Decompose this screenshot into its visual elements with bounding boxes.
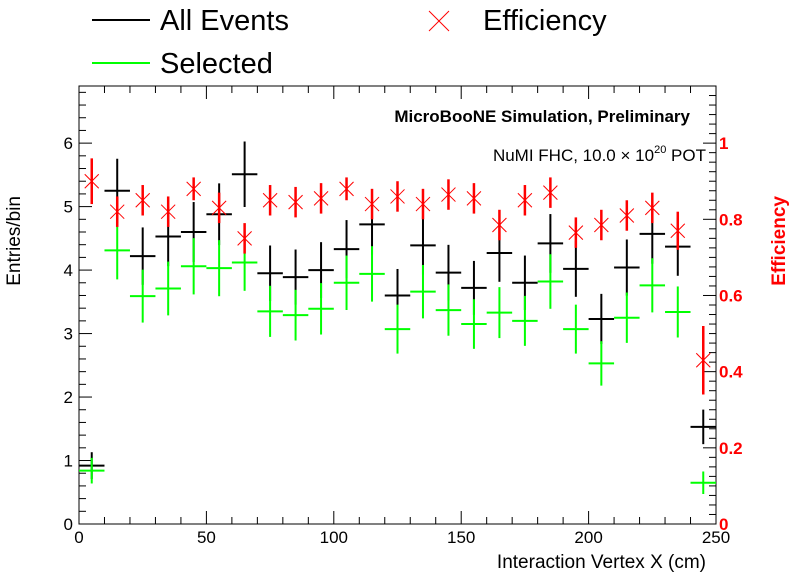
efficiency-point: [644, 192, 660, 224]
efficiency-point: [568, 217, 584, 248]
selected-point: [206, 240, 232, 297]
selected-point: [104, 221, 130, 280]
x-tick-label: 100: [320, 528, 348, 547]
efficiency-point: [619, 200, 635, 231]
y-tick-label: 3: [64, 325, 73, 344]
efficiency-point: [262, 185, 278, 216]
y-tick-label: 1: [64, 452, 73, 471]
efficiency-point: [288, 186, 303, 218]
legend-label-all-events: All Events: [160, 5, 289, 37]
selected-point: [384, 304, 411, 354]
efficiency-point: [186, 177, 202, 201]
selected-point: [257, 285, 283, 337]
y2-tick-label: 1: [719, 134, 728, 153]
efficiency-point: [364, 188, 380, 220]
selected-point: [563, 304, 589, 354]
selected-point: [512, 295, 538, 346]
selected-point: [410, 264, 436, 319]
annotation-pot: NuMI FHC, 10.0 × 1020 POT: [493, 144, 706, 165]
efficiency-point: [237, 223, 252, 254]
y-tick-label: 4: [64, 261, 73, 280]
all-events-point: [231, 141, 258, 208]
efficiency-point: [211, 192, 227, 224]
efficiency-point: [135, 185, 151, 216]
efficiency-point: [313, 183, 329, 214]
selected-point: [639, 258, 666, 313]
efficiency-point: [543, 177, 558, 208]
y-axis-title: Entries/bin: [4, 196, 25, 286]
efficiency-point: [441, 179, 456, 210]
x-tick-label: 200: [574, 528, 602, 547]
selected-point: [333, 255, 360, 311]
legend-swatch-efficiency: [428, 10, 450, 32]
selected-point: [588, 341, 615, 386]
efficiency-point: [492, 209, 507, 241]
efficiency-point: [160, 196, 176, 227]
legend-label-efficiency: Efficiency: [483, 5, 607, 37]
all-events-point: [588, 293, 615, 345]
selected-point: [282, 289, 309, 341]
efficiency-point: [339, 177, 354, 201]
selected-point: [614, 292, 640, 343]
selected-point: [690, 471, 716, 494]
selected-point: [537, 254, 564, 309]
y2-tick-label: 0.8: [719, 210, 743, 229]
y-tick-label: 5: [64, 198, 73, 217]
efficiency-point: [466, 183, 482, 214]
x-tick-label: 150: [447, 528, 475, 547]
efficiency-point: [109, 196, 125, 227]
selected-point: [486, 287, 513, 339]
efficiency-point: [670, 211, 686, 250]
x-tick-label: 250: [702, 528, 730, 547]
y-tick-label: 2: [64, 388, 73, 407]
y2-tick-label: 0.2: [719, 439, 743, 458]
all-events-point: [410, 216, 436, 275]
selected-point: [180, 238, 207, 295]
efficiency-point: [517, 185, 533, 216]
all-events-point: [690, 409, 716, 445]
selected-point: [665, 286, 691, 338]
selected-point: [129, 269, 156, 323]
efficiency-point: [695, 325, 711, 395]
annotation-simulation: MicroBooNE Simulation, Preliminary: [394, 107, 690, 126]
all-events-point: [563, 240, 589, 297]
data-layer: [79, 141, 716, 494]
selected-point: [435, 284, 462, 336]
y2-axis-title: Efficiency: [769, 196, 790, 286]
efficiency-point: [84, 158, 100, 205]
x-tick-label: 0: [74, 528, 83, 547]
x-tick-label: 50: [197, 528, 216, 547]
selected-point: [359, 246, 385, 302]
legend-label-selected: Selected: [160, 48, 273, 80]
y2-tick-label: 0: [719, 515, 728, 534]
y2-tick-label: 0.4: [719, 363, 743, 382]
selected-point: [79, 457, 105, 484]
efficiency-point: [593, 209, 609, 241]
selected-point: [155, 261, 181, 316]
all-events-point: [614, 239, 640, 296]
efficiency-point: [415, 188, 431, 220]
legend: All Events Selected Efficiency: [92, 5, 607, 80]
y-tick-label: 0: [64, 515, 73, 534]
y2-tick-label: 0.6: [719, 286, 743, 305]
selected-point: [461, 299, 487, 349]
y-tick-label: 6: [64, 134, 73, 153]
efficiency-point: [390, 181, 405, 212]
selected-point: [308, 283, 334, 335]
x-axis-title: Interaction Vertex X (cm): [497, 552, 706, 572]
